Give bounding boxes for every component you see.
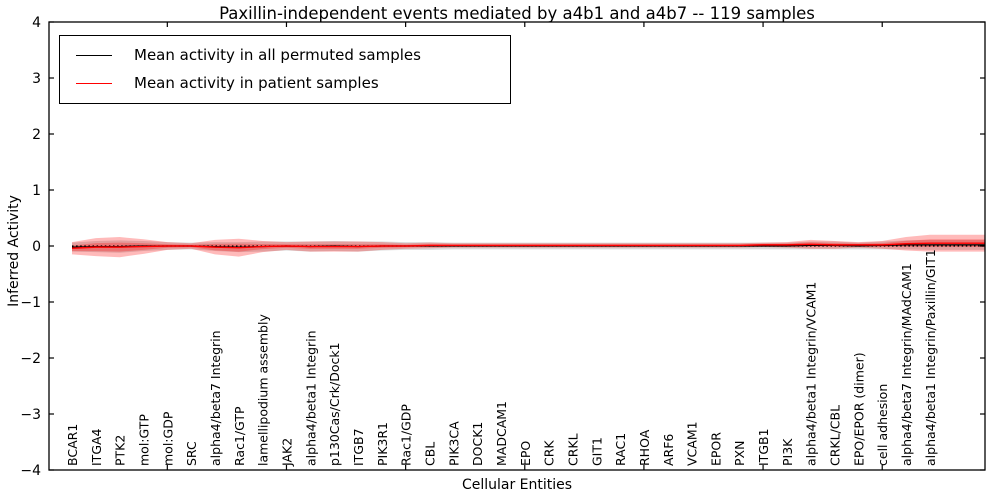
x-tick-label: BCAR1 [65, 424, 80, 466]
x-tick-label: PIK3R1 [375, 422, 390, 466]
y-tick-label: −2 [20, 351, 41, 367]
x-tick-label: ITGB1 [756, 428, 771, 466]
legend-label-patient: Mean activity in patient samples [134, 74, 379, 92]
chart-title: Paxillin-independent events mediated by … [219, 4, 815, 23]
x-tick-label: alpha4/beta1 Integrin [303, 330, 318, 466]
legend-label-permuted: Mean activity in all permuted samples [134, 46, 421, 64]
x-tick-label: CRKL [565, 433, 580, 466]
x-tick-label: ARF6 [661, 434, 676, 466]
y-tick-label: 4 [32, 15, 41, 31]
x-tick-label: DOCK1 [470, 422, 485, 466]
x-tick-label: EPO/EPOR (dimer) [851, 352, 866, 466]
y-tick-label: 1 [32, 183, 41, 199]
x-tick-label: mol:GDP [160, 411, 175, 466]
permuted-line-swatch [76, 54, 112, 56]
x-tick-label: ITGB7 [351, 428, 366, 466]
x-tick-label: ITGA4 [89, 428, 104, 466]
y-tick-label: −3 [20, 407, 41, 423]
x-tick-label: alpha4/beta7 Integrin [208, 330, 223, 466]
x-tick-label: alpha4/beta1 Integrin/Paxillin/GIT1 [923, 249, 938, 466]
legend-row-patient: Mean activity in patient samples [68, 69, 502, 97]
x-axis-label: Cellular Entities [461, 477, 573, 493]
legend-row-permuted: Mean activity in all permuted samples [68, 41, 502, 69]
x-tick-label: MADCAM1 [494, 401, 509, 466]
x-tick-label: Rac1/GTP [232, 406, 247, 466]
x-tick-label: RHOA [637, 429, 652, 466]
x-tick-label: CBL [422, 442, 437, 466]
x-tick-label: CRKL/CBL [828, 405, 843, 466]
x-tick-label: mol:GTP [136, 414, 151, 466]
x-tick-label: Rac1/GDP [399, 404, 414, 466]
x-tick-label: lamellipodium assembly [256, 314, 271, 466]
x-tick-label: PI3K [780, 438, 795, 466]
x-tick-label: PIK3CA [446, 421, 461, 466]
y-tick-label: 3 [32, 71, 41, 87]
y-tick-label: 0 [32, 239, 41, 255]
patient-mean-line [71, 242, 985, 249]
x-tick-label: p130Cas/Crk/Dock1 [327, 342, 342, 466]
x-tick-label: PTK2 [113, 435, 128, 466]
x-tick-label: PXN [732, 441, 747, 466]
y-axis-label: Inferred Activity [6, 195, 22, 307]
x-tick-label: GIT1 [589, 437, 604, 466]
x-tick-label: alpha4/beta1 Integrin/VCAM1 [804, 282, 819, 466]
x-tick-label: VCAM1 [685, 421, 700, 466]
x-tick-label: JAK2 [279, 438, 294, 467]
patient-line-swatch [76, 82, 112, 84]
x-tick-label: alpha4/beta7 Integrin/MAdCAM1 [899, 263, 914, 466]
y-tick-label: −1 [20, 295, 41, 311]
legend: Mean activity in all permuted samples Me… [59, 35, 511, 104]
y-tick-label: −4 [20, 463, 41, 479]
x-tick-label: SRC [184, 441, 199, 466]
x-tick-label: CRK [542, 440, 557, 466]
x-tick-label: cell adhesion [875, 384, 890, 466]
y-tick-label: 2 [32, 127, 41, 143]
x-tick-label: RAC1 [613, 433, 628, 466]
x-tick-label: EPOR [708, 432, 723, 466]
x-tick-label: EPO [518, 441, 533, 466]
